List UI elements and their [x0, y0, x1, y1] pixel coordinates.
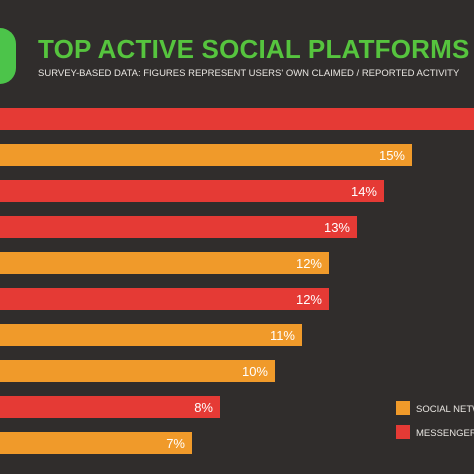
chart-title: TOP ACTIVE SOCIAL PLATFORMS	[38, 34, 470, 64]
bar-value-label: 14%	[351, 184, 377, 199]
bar-value-label: 10%	[242, 364, 268, 379]
bar-8	[0, 360, 275, 382]
bar-4	[0, 216, 357, 238]
bar-2	[0, 144, 412, 166]
bar-1	[0, 108, 474, 130]
bar-value-label: 13%	[324, 220, 350, 235]
bar-value-label: 11%	[270, 328, 295, 343]
corner-badge	[0, 28, 16, 84]
bar-9	[0, 396, 220, 418]
legend-swatch	[396, 425, 410, 439]
bar-5	[0, 252, 329, 274]
bar-10	[0, 432, 192, 454]
bar-value-label: 12%	[296, 256, 322, 271]
legend-swatch	[396, 401, 410, 415]
bar-6	[0, 288, 329, 310]
bar-value-label: 15%	[379, 148, 405, 163]
chart-subtitle: SURVEY-BASED DATA: FIGURES REPRESENT USE…	[38, 68, 460, 79]
bar-value-label: 12%	[296, 292, 322, 307]
bar-3	[0, 180, 384, 202]
bar-value-label: 8%	[194, 400, 213, 415]
legend-label: MESSENGER /	[416, 428, 474, 439]
bar-7	[0, 324, 302, 346]
legend-label: SOCIAL NETW	[416, 404, 474, 415]
bar-value-label: 7%	[166, 436, 185, 451]
